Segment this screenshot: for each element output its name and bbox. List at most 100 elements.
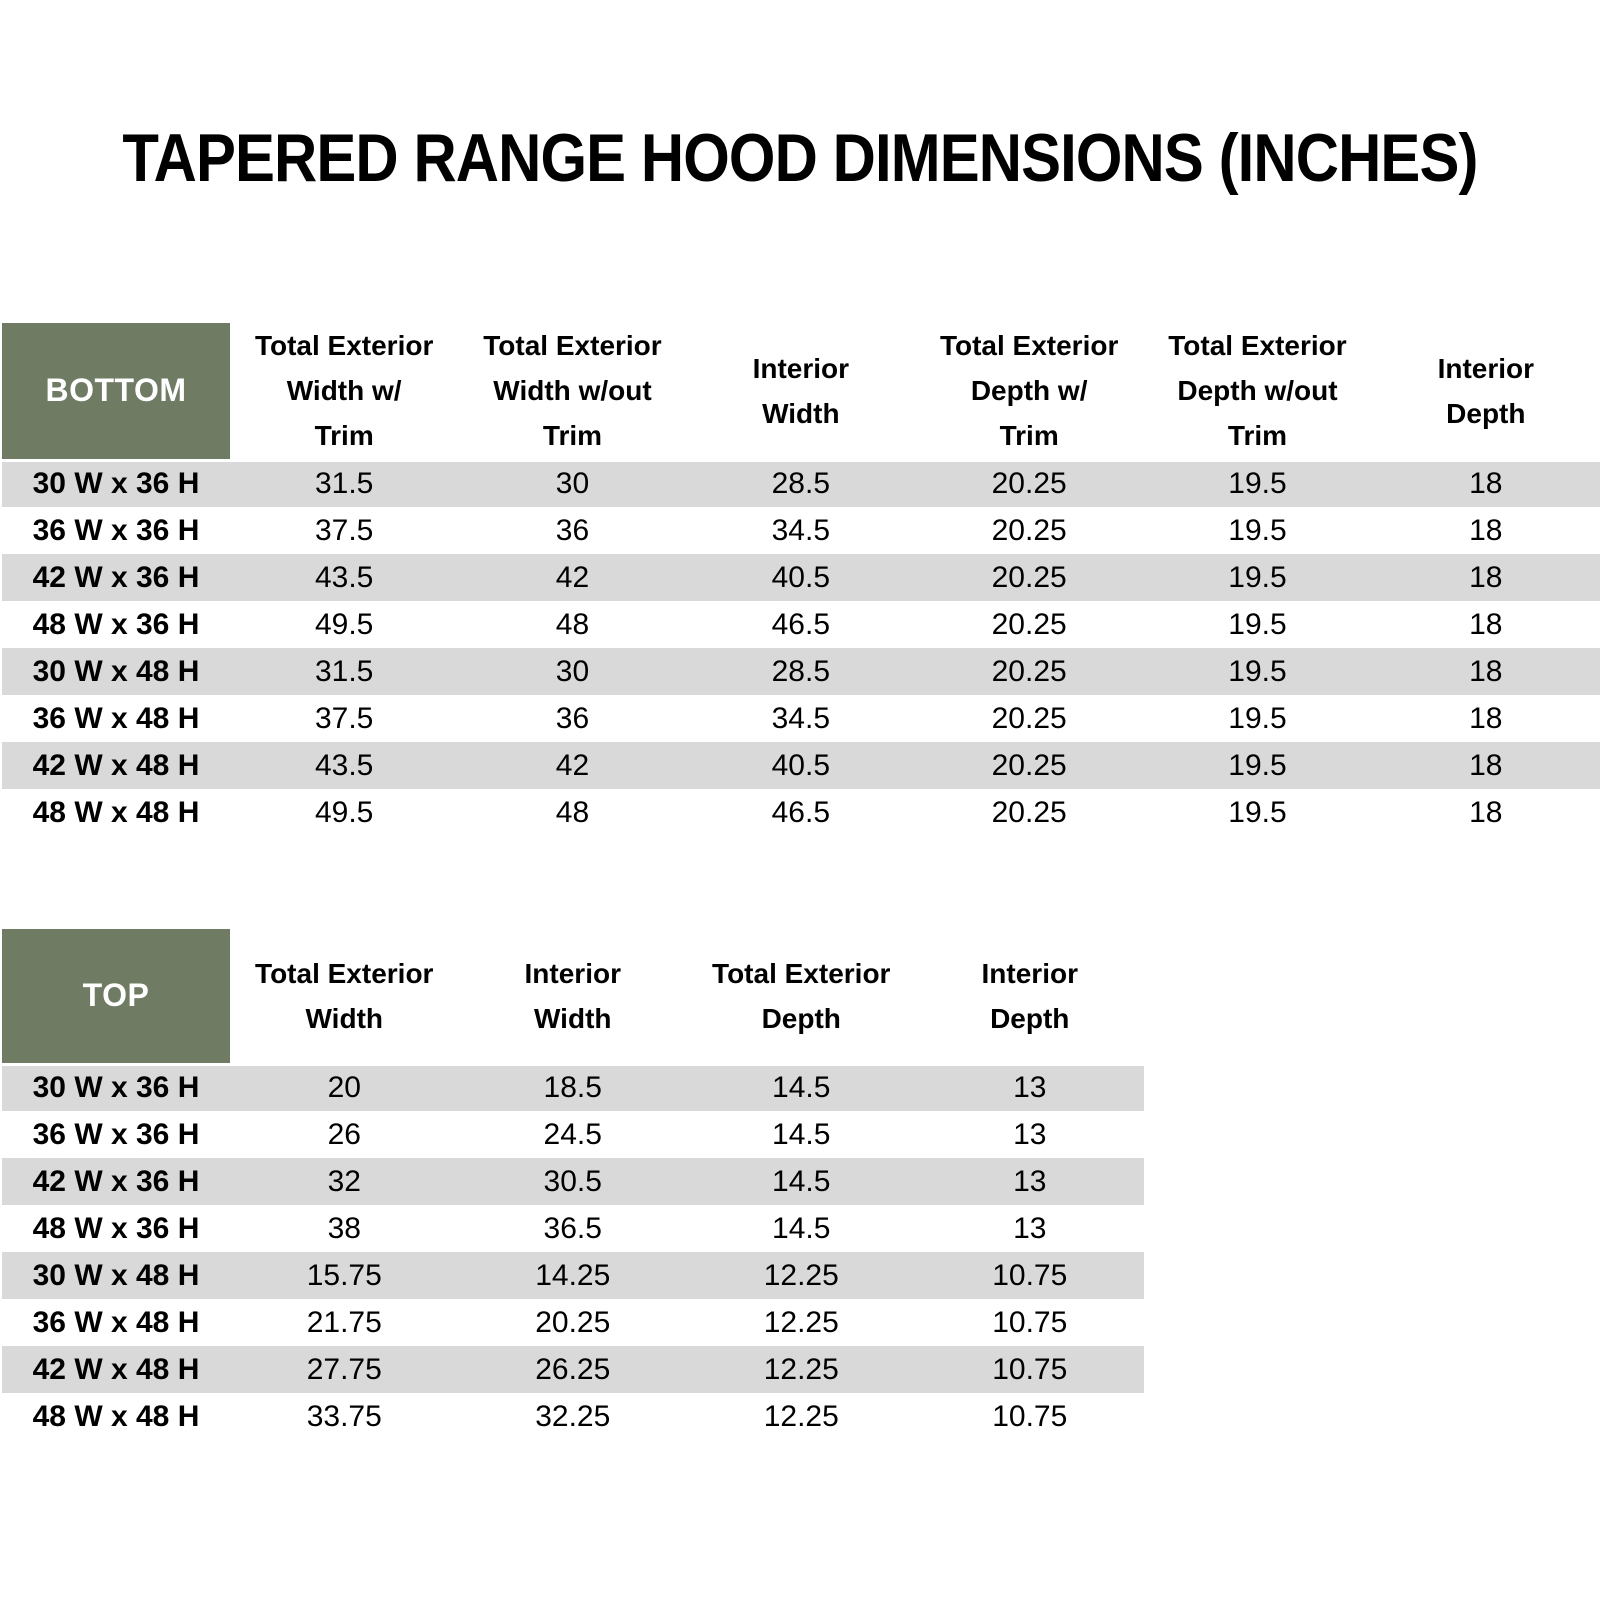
cell-value: 46.5: [771, 607, 831, 641]
cell-value: 37.5: [314, 513, 374, 547]
cell-value: 43.5: [314, 748, 374, 782]
cell-value: 14.5: [772, 1071, 831, 1105]
cell-value: 10.75: [992, 1305, 1068, 1339]
cell-value: 33.75: [306, 1399, 382, 1433]
row-label: 36 W x 36 H: [32, 1117, 200, 1151]
cell-value: 24.5: [543, 1117, 602, 1151]
table-row: 48 W x 48 H 49.5 48 46.5 20.25 19.5 18: [2, 789, 1600, 836]
row-label: 48 W x 48 H: [32, 795, 200, 829]
cell-value: 18: [1469, 560, 1503, 594]
cell-value: 40.5: [771, 748, 831, 782]
row-label: 42 W x 48 H: [32, 1352, 200, 1386]
column-header: Interior Depth: [915, 929, 1144, 1066]
cell-value: 28.5: [771, 467, 831, 501]
column-header: Interior Depth: [1371, 323, 1600, 462]
table-row: 30 W x 48 H 31.5 30 28.5 20.25 19.5 18: [2, 648, 1600, 695]
cell-value: 20.25: [991, 467, 1067, 501]
row-label: 36 W x 48 H: [32, 1305, 200, 1339]
cell-value: 38: [327, 1211, 361, 1245]
cell-value: 19.5: [1228, 795, 1287, 829]
cell-value: 18: [1469, 607, 1503, 641]
cell-value: 31.5: [314, 654, 374, 688]
cell-value: 31.5: [314, 467, 374, 501]
table-row: 42 W x 36 H 43.5 42 40.5 20.25 19.5 18: [2, 554, 1600, 601]
cell-value: 34.5: [771, 513, 831, 547]
bottom_table-header-row: BOTTOM Total Exterior Width w/ Trim Total …: [2, 323, 1600, 462]
table-row: 42 W x 36 H 32 30.5 14.5 13: [2, 1158, 1144, 1205]
cell-value: 19.5: [1228, 607, 1287, 641]
column-header: Total Exterior Width w/ Trim: [230, 323, 459, 462]
row-label: 30 W x 36 H: [32, 467, 200, 501]
cell-value: 18.5: [543, 1071, 602, 1105]
table-row: 36 W x 48 H 21.75 20.25 12.25 10.75: [2, 1299, 1144, 1346]
cell-value: 20.25: [991, 607, 1067, 641]
column-header: Total Exterior Width: [230, 929, 459, 1066]
cell-value: 20.25: [535, 1305, 611, 1339]
cell-value: 46.5: [771, 795, 831, 829]
top-dimensions-table: TOP Total Exterior Width Interior Width Tot…: [2, 929, 1144, 1440]
cell-value: 18: [1469, 654, 1503, 688]
cell-value: 12.25: [763, 1352, 839, 1386]
cell-value: 14.5: [772, 1164, 831, 1198]
cell-value: 49.5: [314, 607, 374, 641]
cell-value: 42: [555, 748, 590, 782]
table-row: 42 W x 48 H 27.75 26.25 12.25 10.75: [2, 1346, 1144, 1393]
cell-value: 48: [555, 607, 590, 641]
table-row: 48 W x 48 H 33.75 32.25 12.25 10.75: [2, 1393, 1144, 1440]
cell-value: 13: [1013, 1211, 1047, 1245]
table-row: 30 W x 48 H 15.75 14.25 12.25 10.75: [2, 1252, 1144, 1299]
cell-value: 36: [555, 513, 590, 547]
cell-value: 13: [1013, 1071, 1047, 1105]
cell-value: 43.5: [314, 560, 374, 594]
row-label: 30 W x 48 H: [32, 1258, 200, 1292]
cell-value: 14.25: [535, 1258, 611, 1292]
cell-value: 18: [1469, 467, 1503, 501]
table-row: 36 W x 36 H 37.5 36 34.5 20.25 19.5 18: [2, 507, 1600, 554]
cell-value: 10.75: [992, 1352, 1068, 1386]
table-row: 36 W x 36 H 26 24.5 14.5 13: [2, 1111, 1144, 1158]
row-label: 48 W x 36 H: [32, 1211, 200, 1245]
cell-value: 19.5: [1228, 467, 1287, 501]
cell-value: 26: [327, 1117, 361, 1151]
cell-value: 18: [1469, 701, 1503, 735]
table-row: 48 W x 36 H 38 36.5 14.5 13: [2, 1205, 1144, 1252]
row-label: 36 W x 48 H: [32, 701, 200, 735]
table-row: 48 W x 36 H 49.5 48 46.5 20.25 19.5 18: [2, 601, 1600, 648]
cell-value: 19.5: [1228, 560, 1287, 594]
cell-value: 10.75: [992, 1399, 1068, 1433]
bottom_table-corner-label: BOTTOM: [2, 323, 230, 462]
cell-value: 30.5: [543, 1164, 602, 1198]
cell-value: 12.25: [763, 1399, 839, 1433]
cell-value: 13: [1013, 1117, 1047, 1151]
column-header: Total Exterior Depth w/ Trim: [914, 323, 1144, 462]
cell-value: 20.25: [991, 795, 1067, 829]
cell-value: 21.75: [306, 1305, 382, 1339]
table-row: 36 W x 48 H 37.5 36 34.5 20.25 19.5 18: [2, 695, 1600, 742]
cell-value: 30: [555, 467, 590, 501]
row-label: 36 W x 36 H: [32, 513, 200, 547]
cell-value: 13: [1013, 1164, 1047, 1198]
cell-value: 48: [555, 795, 590, 829]
bottom-dimensions-table: BOTTOM Total Exterior Width w/ Trim Total …: [2, 323, 1600, 836]
cell-value: 28.5: [771, 654, 831, 688]
cell-value: 15.75: [306, 1258, 382, 1292]
cell-value: 26.25: [535, 1352, 611, 1386]
cell-value: 42: [555, 560, 590, 594]
cell-value: 37.5: [314, 701, 374, 735]
cell-value: 19.5: [1228, 748, 1287, 782]
cell-value: 20.25: [991, 701, 1067, 735]
row-label: 48 W x 48 H: [32, 1399, 200, 1433]
cell-value: 49.5: [314, 795, 374, 829]
cell-value: 36: [555, 701, 590, 735]
cell-value: 34.5: [771, 701, 831, 735]
cell-value: 20.25: [991, 654, 1067, 688]
top_table-header-row: TOP Total Exterior Width Interior Width Tot…: [2, 929, 1144, 1066]
row-label: 30 W x 36 H: [32, 1071, 200, 1105]
row-label: 30 W x 48 H: [32, 654, 200, 688]
cell-value: 36.5: [543, 1211, 602, 1245]
table-row: 30 W x 36 H 20 18.5 14.5 13: [2, 1064, 1144, 1111]
cell-value: 18: [1469, 513, 1503, 547]
row-label: 42 W x 36 H: [32, 560, 200, 594]
cell-value: 18: [1469, 748, 1503, 782]
column-header: Total Exterior Width w/out Trim: [458, 323, 687, 462]
